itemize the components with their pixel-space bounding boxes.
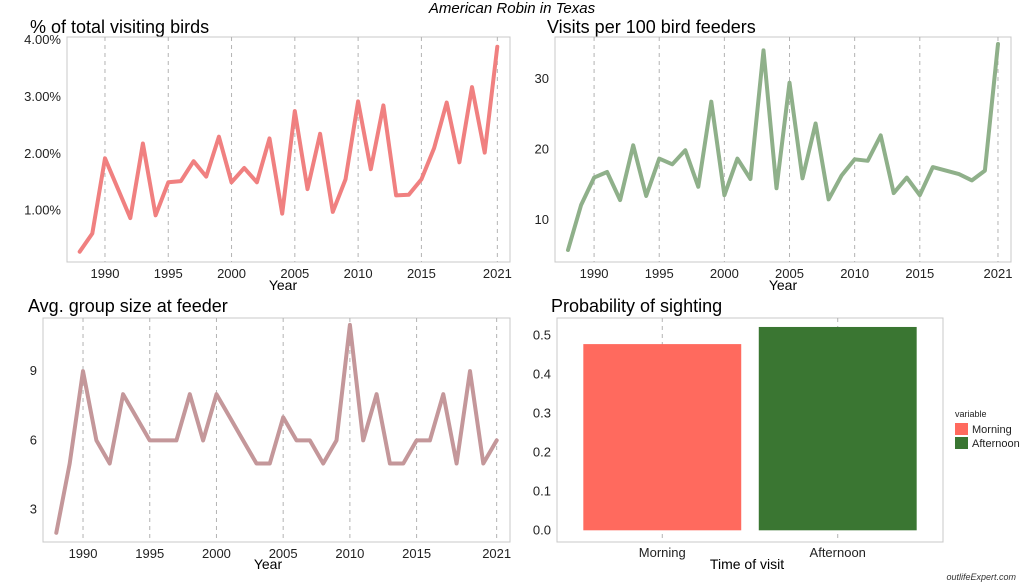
plot-frame (556, 317, 944, 543)
x-ticks: Morning Afternoon (639, 545, 866, 560)
y-ticks: 3 6 9 (30, 363, 37, 517)
y-tick-label: 0.4 (533, 366, 551, 381)
x-axis-label: Year (769, 277, 798, 293)
x-tick-label: 1990 (580, 266, 609, 281)
x-ticks: 1990 1995 2000 2005 2010 2015 2021 (580, 266, 1013, 281)
y-tick-label: 9 (30, 363, 37, 378)
series-line (54, 322, 499, 535)
x-tick-label: Afternoon (810, 545, 866, 560)
x-tick-label: 2015 (905, 266, 934, 281)
panel-probability-sighting: Probability of sighting Morning Afternoon… (533, 296, 944, 572)
x-tick-label: 2000 (202, 546, 231, 561)
x-tick-label: 1995 (154, 266, 183, 281)
panel-group-size: Avg. group size at feeder 1990 1995 2000 20… (28, 296, 511, 572)
plot-frame (66, 36, 511, 263)
panel-title: % of total visiting birds (30, 17, 209, 37)
x-tick-label: 2010 (344, 266, 373, 281)
bar-afternoon (758, 326, 917, 531)
y-tick-label: 20 (535, 142, 549, 157)
figure-title: American Robin in Texas (428, 0, 596, 17)
y-ticks: 10 20 30 (535, 71, 549, 227)
y-tick-label: 0.5 (533, 328, 551, 343)
y-tick-label: 6 (30, 432, 37, 447)
series-layer (54, 322, 499, 535)
y-tick-label: 0.3 (533, 405, 551, 420)
x-tick-label: 2021 (984, 266, 1013, 281)
x-ticks: 1990 1995 2000 2005 2010 2015 2021 (69, 546, 512, 561)
legend-title: variable (955, 409, 987, 419)
plot-frame (42, 317, 511, 543)
x-tick-label: 1990 (91, 266, 120, 281)
grid-lines (593, 37, 999, 262)
x-tick-label: 2010 (840, 266, 869, 281)
x-tick-label: 2015 (407, 266, 436, 281)
series-line (566, 42, 1000, 252)
y-tick-label: 2.00% (24, 146, 61, 161)
legend-swatch-morning (955, 423, 968, 435)
y-tick-label: 0.2 (533, 444, 551, 459)
legend-swatch-afternoon (955, 437, 968, 449)
panel-title: Probability of sighting (551, 296, 722, 316)
x-tick-label: 2021 (483, 266, 512, 281)
y-tick-label: 4.00% (24, 32, 61, 47)
y-ticks: 1.00% 2.00% 3.00% 4.00% (24, 32, 61, 218)
series-layer (566, 42, 1000, 252)
y-tick-label: 0.0 (533, 522, 551, 537)
x-tick-label: 2005 (269, 546, 298, 561)
y-tick-label: 3 (30, 502, 37, 517)
x-tick-label: 2010 (335, 546, 364, 561)
x-tick-label: 2000 (217, 266, 246, 281)
x-tick-label: 2000 (710, 266, 739, 281)
y-tick-label: 0.1 (533, 483, 551, 498)
series-line (77, 44, 500, 254)
x-tick-label: 2021 (482, 546, 511, 561)
x-axis-label: Year (254, 556, 283, 572)
panel-title: Avg. group size at feeder (28, 296, 228, 316)
y-tick-label: 1.00% (24, 203, 61, 218)
y-tick-label: 3.00% (24, 89, 61, 104)
x-tick-label: 2005 (280, 266, 309, 281)
legend: variable Morning Afternoon (955, 409, 1020, 450)
y-tick-label: 30 (535, 71, 549, 86)
x-tick-label: 2005 (775, 266, 804, 281)
x-tick-label: 1995 (135, 546, 164, 561)
series-layer (77, 44, 500, 254)
x-tick-label: 1990 (69, 546, 98, 561)
x-ticks: 1990 1995 2000 2005 2010 2015 2021 (91, 266, 512, 281)
grid-lines (82, 318, 498, 542)
panel-visits-per-feeders: Visits per 100 bird feeders 1990 1995 2000… (535, 17, 1013, 293)
x-axis-label: Time of visit (710, 556, 784, 572)
bars-layer (583, 326, 917, 531)
x-tick-label: 2015 (402, 546, 431, 561)
panel-title: Visits per 100 bird feeders (547, 17, 756, 37)
legend-label-afternoon: Afternoon (972, 438, 1020, 450)
bar-morning (583, 344, 742, 531)
x-tick-label: 1995 (645, 266, 674, 281)
x-tick-label: Morning (639, 545, 686, 560)
panel-percent-visiting: % of total visiting birds 1990 1995 2000 20… (24, 17, 512, 293)
x-axis-label: Year (269, 277, 298, 293)
watermark-text: outlifeExpert.com (946, 572, 1016, 582)
plot-frame (554, 36, 1012, 263)
grid-lines (104, 37, 498, 262)
legend-label-morning: Morning (972, 424, 1012, 436)
y-ticks: 0.0 0.1 0.2 0.3 0.4 0.5 (533, 328, 551, 538)
y-tick-label: 10 (535, 212, 549, 227)
